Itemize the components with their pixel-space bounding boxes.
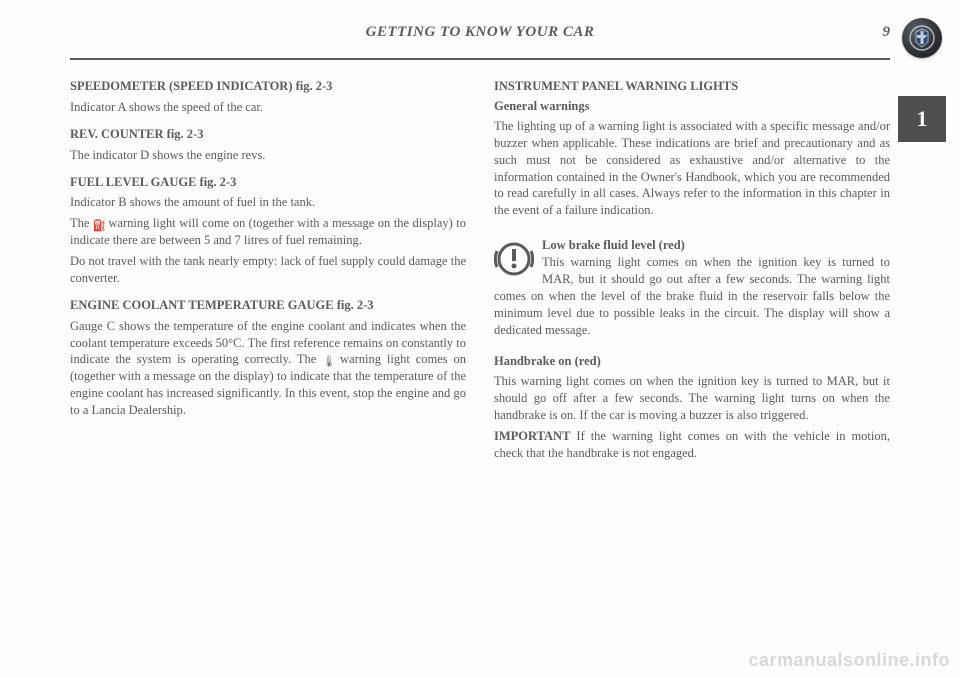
text-fragment: warning light will come on (together wit… — [70, 216, 466, 247]
handbrake-body: This warning light comes on when the ign… — [494, 373, 890, 424]
fuel-gauge-title: FUEL LEVEL GAUGE fig. 2-3 — [70, 174, 466, 191]
brake-fluid-body: This warning light comes on when the ign… — [494, 255, 890, 337]
lancia-logo-icon — [902, 18, 942, 58]
brake-warning-icon — [494, 239, 534, 279]
rev-counter-title: REV. COUNTER fig. 2-3 — [70, 126, 466, 143]
fuel-warning-icon: ⛽ — [93, 219, 105, 231]
brake-fluid-text: Low brake fluid level (red) This warning… — [494, 237, 890, 338]
fuel-gauge-body-3: Do not travel with the tank nearly empty… — [70, 253, 466, 287]
fuel-gauge-body-1: Indicator B shows the amount of fuel in … — [70, 194, 466, 211]
section-tab-number: 1 — [917, 106, 928, 132]
speedometer-body: Indicator A shows the speed of the car. — [70, 99, 466, 116]
page-header: GETTING TO KNOW YOUR CAR 9 — [70, 24, 890, 52]
general-warnings-body: The lighting up of a warning light is as… — [494, 118, 890, 219]
warning-lights-title: INSTRUMENT PANEL WARNING LIGHTS — [494, 78, 890, 95]
important-note: IMPORTANT If the warning light comes on … — [494, 428, 890, 462]
left-column: SPEEDOMETER (SPEED INDICATOR) fig. 2-3 I… — [70, 78, 466, 466]
brake-fluid-section: Low brake fluid level (red) This warning… — [494, 237, 890, 342]
header-rule — [70, 58, 890, 60]
watermark-text: carmanualsonline.info — [748, 650, 950, 671]
brake-fluid-label: Low brake fluid level (red) — [542, 238, 685, 252]
page-number: 9 — [883, 24, 891, 41]
handbrake-label: Handbrake on (red) — [494, 354, 890, 369]
important-label: IMPORTANT — [494, 429, 570, 443]
coolant-gauge-title: ENGINE COOLANT TEMPERATURE GAUGE fig. 2-… — [70, 297, 466, 314]
speedometer-title: SPEEDOMETER (SPEED INDICATOR) fig. 2-3 — [70, 78, 466, 95]
right-column: INSTRUMENT PANEL WARNING LIGHTS General … — [494, 78, 890, 466]
coolant-gauge-body: Gauge C shows the temperature of the eng… — [70, 318, 466, 419]
header-title: GETTING TO KNOW YOUR CAR — [70, 24, 890, 41]
section-tab: 1 — [898, 96, 946, 142]
text-fragment: The — [70, 216, 93, 230]
fuel-gauge-body-2: The ⛽ warning light will come on (togeth… — [70, 215, 466, 249]
manual-page: GETTING TO KNOW YOUR CAR 9 SPEEDOMETER (… — [0, 0, 960, 677]
rev-counter-body: The indicator D shows the engine revs. — [70, 147, 466, 164]
general-warnings-subhead: General warnings — [494, 99, 890, 114]
content-columns: SPEEDOMETER (SPEED INDICATOR) fig. 2-3 I… — [70, 78, 890, 466]
temperature-warning-icon: 🌡 — [322, 355, 334, 367]
